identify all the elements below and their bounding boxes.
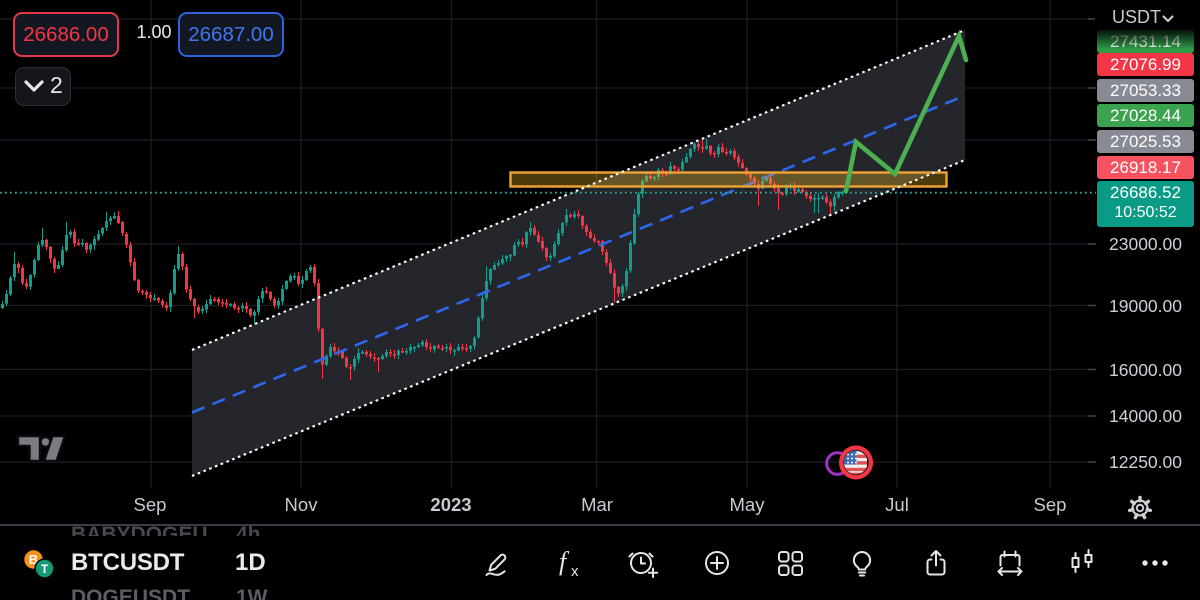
svg-text:B: B (29, 552, 38, 567)
svg-text:f: f (559, 547, 570, 576)
svg-text:T: T (41, 562, 49, 576)
svg-text:x: x (571, 563, 579, 580)
